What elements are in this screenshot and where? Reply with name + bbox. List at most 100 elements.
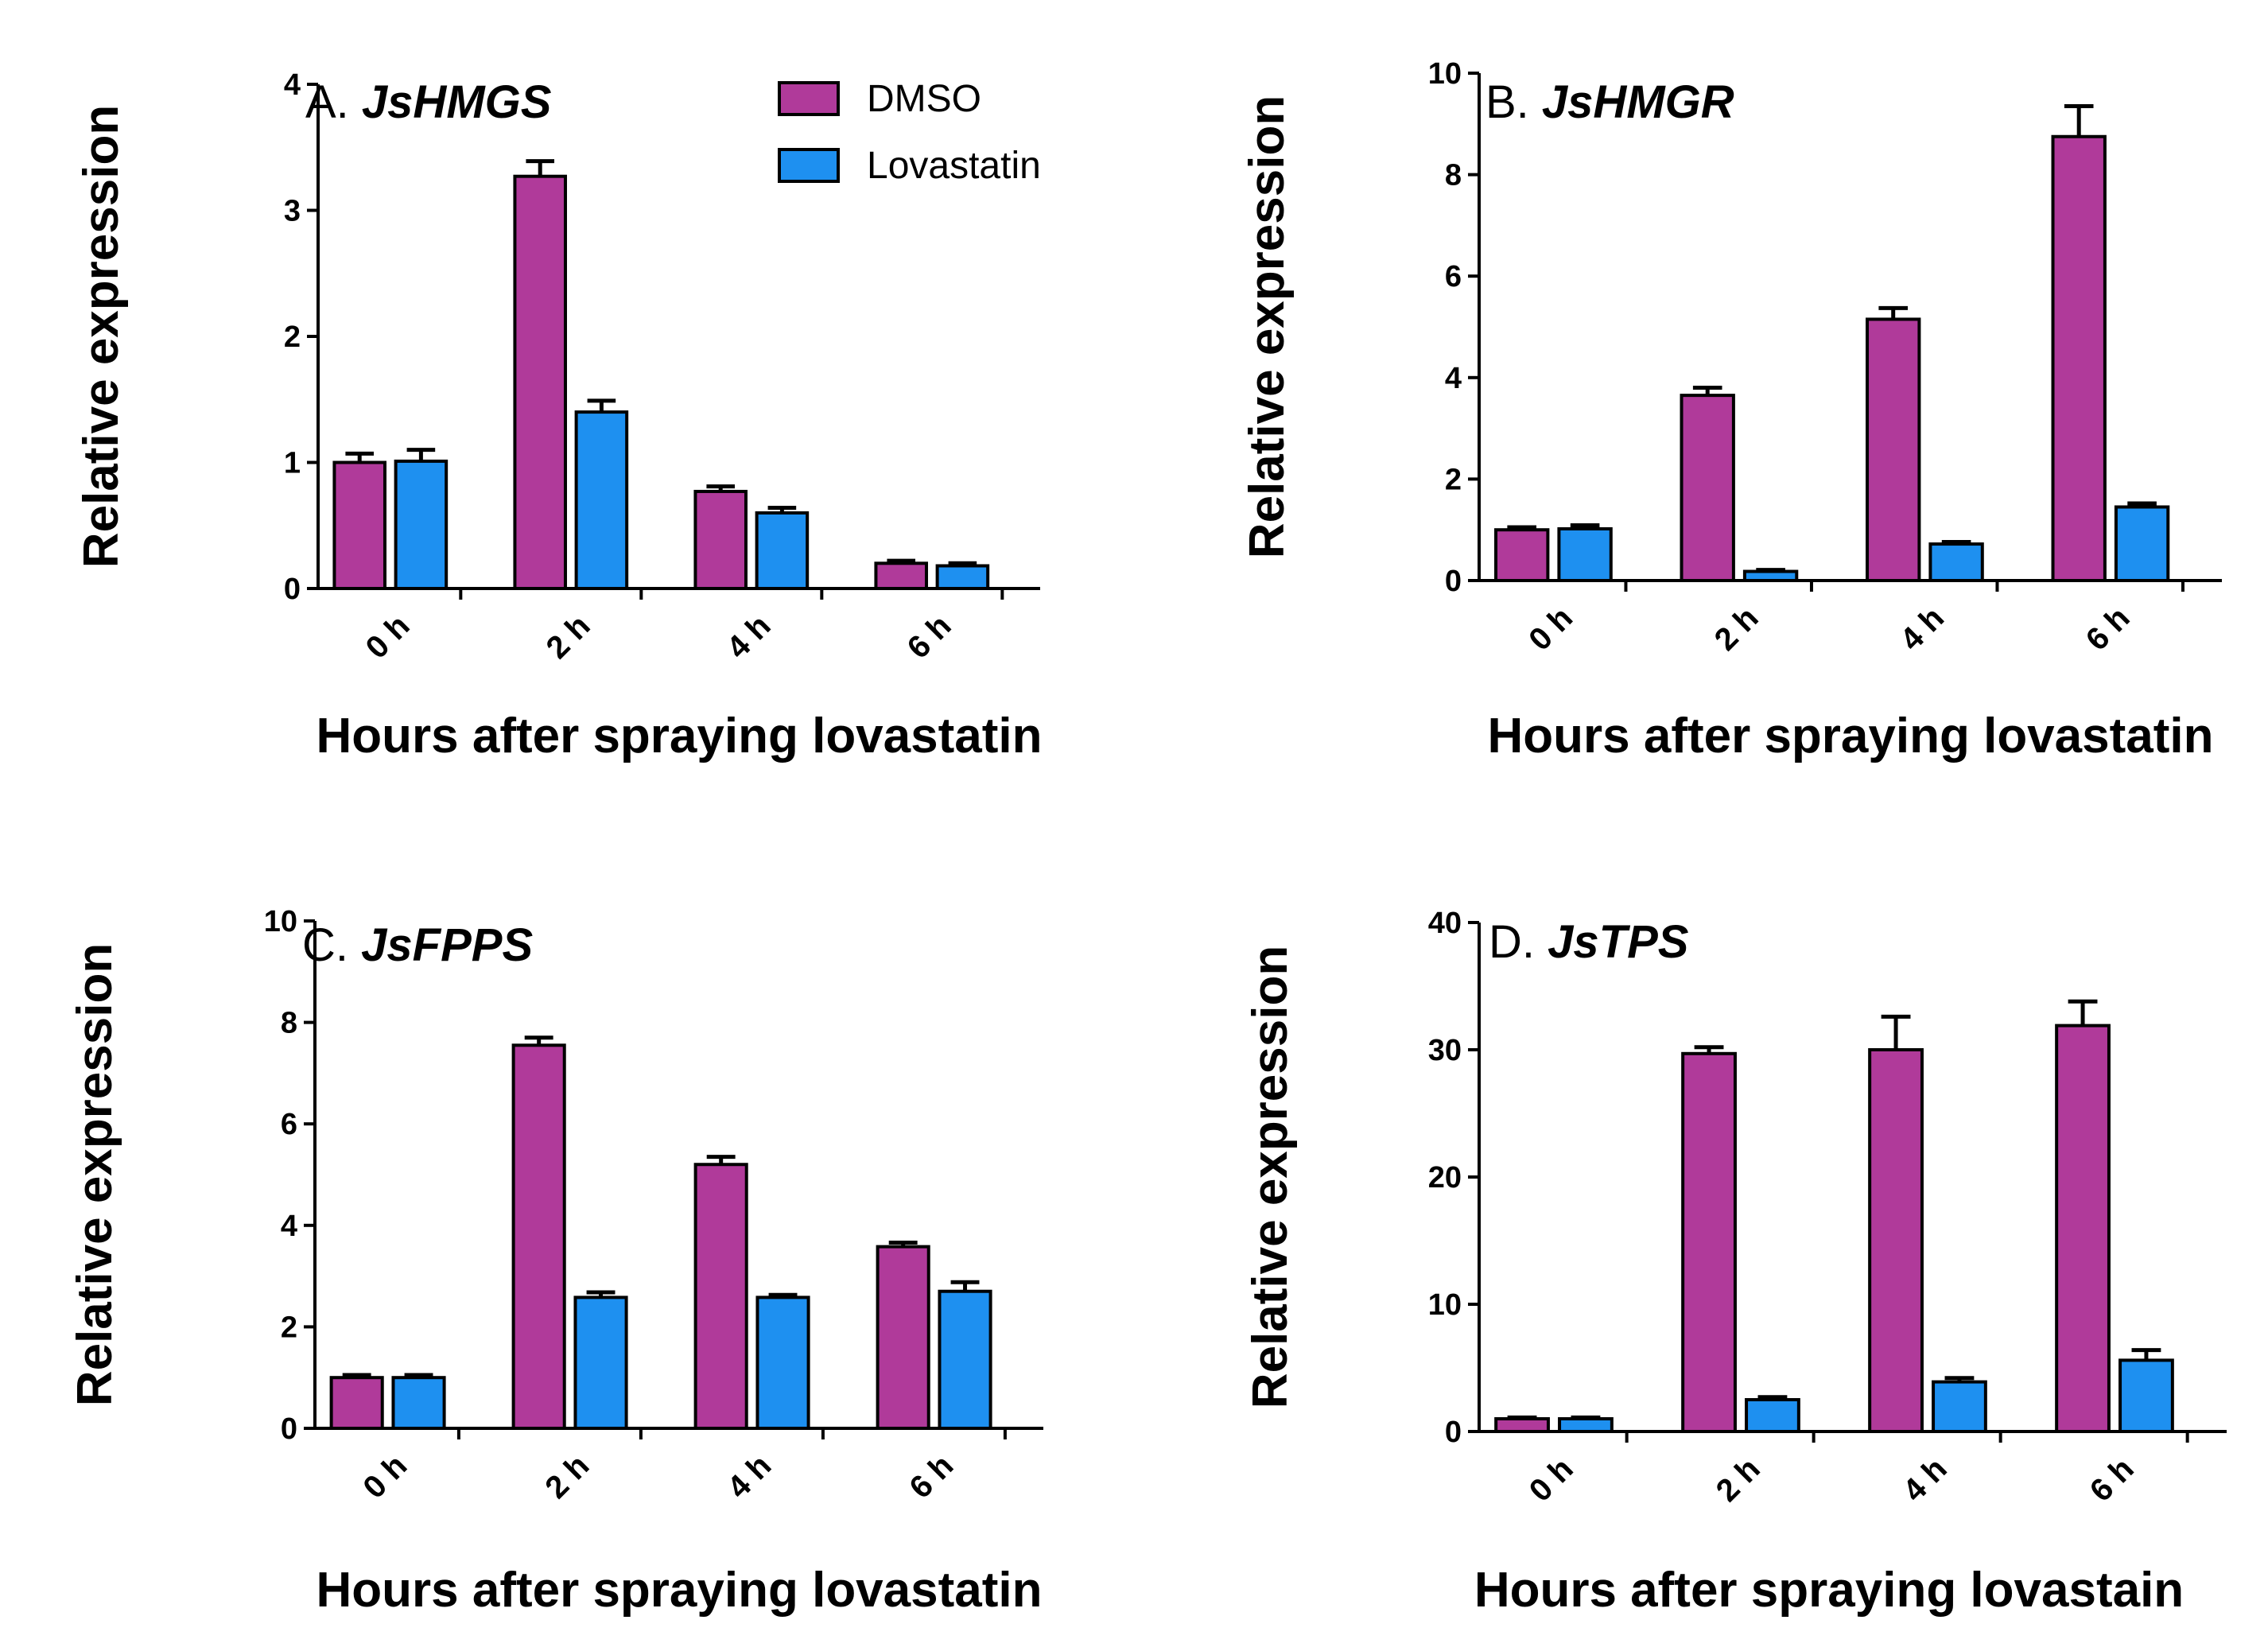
bar-lovastatin-0h — [391, 1376, 446, 1430]
x-tick-label: 0 h — [1523, 1451, 1580, 1509]
x-axis-title: Hours after spraying lovastatin — [316, 709, 1042, 763]
bar-lovastatin-6h — [2114, 505, 2170, 582]
y-tick-label: 2 — [284, 320, 301, 354]
bar-lovastatin-4h — [1932, 1380, 1987, 1433]
x-tick-label: 0 h — [359, 608, 417, 666]
x-tick-label: 0 h — [1522, 600, 1579, 658]
y-tick-label: 4 — [281, 1210, 297, 1243]
y-tick-label: 8 — [1445, 159, 1462, 192]
bar-dmso-0h — [1494, 528, 1550, 583]
y-tick-label: 10 — [264, 905, 297, 938]
x-tick-label: 0 h — [356, 1448, 414, 1505]
x-axis-title: Hours after spraying lovastain — [1474, 1563, 2184, 1618]
chart-panel-a: 0 1 2 3 4 0 h 2 h 4 h 6 h Relative expression Hour… — [74, 68, 1043, 763]
bar-lovastatin-0h — [394, 459, 449, 590]
bar-lovastatin-4h — [755, 511, 810, 591]
y-tick-label: 40 — [1428, 907, 1462, 940]
panel-gene-name: JsFPPS — [361, 919, 533, 971]
y-tick-label: 10 — [1428, 1288, 1462, 1322]
x-tick-label: 4 h — [1897, 1451, 1954, 1509]
legend-swatch-dmso — [778, 81, 840, 116]
bar-dmso-2h — [1681, 1051, 1737, 1434]
x-tick-label: 4 h — [720, 1448, 778, 1505]
panel-title: D. JsTPS — [1489, 916, 1689, 968]
x-axis-title: Hours after spraying lovastatin — [316, 1563, 1042, 1618]
bar-lovastatin-4h — [1928, 542, 1984, 583]
panel-letter: D. — [1489, 916, 1548, 968]
bar-lovastatin-2h — [573, 1296, 628, 1430]
y-tick-label: 4 — [284, 68, 301, 102]
bar-dmso-0h — [332, 460, 386, 590]
legend: DMSO Lovastatin — [778, 78, 1041, 187]
panel-gene-name: JsTPS — [1548, 916, 1689, 968]
y-axis-title: Relative expression — [68, 943, 122, 1406]
y-tick-label: 4 — [1445, 362, 1462, 395]
legend-label-lovastatin: Lovastatin — [867, 145, 1041, 187]
y-tick-label: 20 — [1428, 1161, 1462, 1195]
x-tick-label: 2 h — [538, 1448, 596, 1505]
x-tick-label: 2 h — [1710, 1451, 1767, 1509]
chart-panel-b: 0 2 4 6 8 10 0 h 2 h 4 h 6 h Relative expression Ho… — [1240, 57, 2222, 763]
y-tick-label: 0 — [284, 573, 301, 606]
bar-lovastatin-0h — [1558, 1417, 1614, 1433]
bar-lovastatin-6h — [938, 1289, 992, 1430]
y-tick-label: 0 — [1445, 565, 1462, 598]
x-tick-label: 6 h — [901, 608, 958, 666]
bar-dmso-6h — [2055, 1024, 2111, 1433]
y-tick-label: 6 — [1445, 260, 1462, 293]
bar-dmso-0h — [329, 1376, 384, 1430]
panel-letter: A. — [305, 76, 362, 128]
y-axis-title: Relative expression — [1243, 946, 1298, 1408]
x-tick-label: 2 h — [540, 608, 597, 666]
x-tick-label: 4 h — [1893, 600, 1951, 658]
panel-gene-name: JsHMGS — [362, 76, 552, 128]
panel-title: A. JsHMGS — [305, 76, 552, 128]
x-axis-title: Hours after spraying lovastatin — [1487, 709, 2213, 763]
bar-dmso-2h — [513, 174, 567, 590]
chart-panel-d: 0 10 20 30 40 0 h 2 h 4 h 6 h Relative expression… — [1243, 907, 2227, 1618]
bar-dmso-0h — [1494, 1417, 1550, 1433]
y-tick-label: 2 — [1445, 463, 1462, 496]
y-tick-label: 8 — [281, 1007, 297, 1040]
bar-lovastatin-6h — [2118, 1358, 2174, 1434]
y-tick-label: 10 — [1428, 57, 1462, 91]
y-tick-label: 0 — [1445, 1416, 1462, 1449]
bar-dmso-2h — [511, 1043, 566, 1431]
bar-dmso-6h — [874, 561, 928, 590]
bar-dmso-4h — [1866, 317, 1921, 582]
panel-gene-name: JsHMGR — [1542, 76, 1734, 128]
y-axis-title: Relative expression — [1240, 95, 1295, 558]
legend-label-dmso: DMSO — [867, 78, 981, 120]
bar-dmso-4h — [1868, 1048, 1924, 1433]
y-tick-label: 1 — [284, 447, 301, 480]
bar-dmso-6h — [2051, 134, 2107, 582]
bar-dmso-4h — [693, 1163, 748, 1430]
panel-title: C. JsFPPS — [302, 919, 533, 971]
bar-lovastatin-2h — [1745, 1398, 1800, 1433]
y-axis-title: Relative expression — [74, 105, 129, 568]
y-tick-label: 6 — [281, 1108, 297, 1141]
bar-dmso-6h — [876, 1245, 930, 1430]
bar-lovastatin-4h — [755, 1296, 810, 1430]
x-tick-label: 6 h — [2084, 1451, 2141, 1509]
x-tick-label: 2 h — [1708, 600, 1765, 658]
bar-lovastatin-2h — [574, 410, 629, 590]
bar-dmso-2h — [1680, 394, 1735, 582]
legend-swatch-lovastatin — [778, 148, 840, 183]
x-tick-label: 6 h — [2080, 600, 2137, 658]
bar-lovastatin-0h — [1557, 526, 1613, 583]
x-tick-label: 6 h — [903, 1448, 960, 1505]
y-tick-label: 3 — [284, 195, 301, 228]
bar-lovastatin-6h — [935, 564, 990, 590]
panel-letter: C. — [302, 919, 361, 971]
chart-panel-c: 0 2 4 6 8 10 0 h 2 h 4 h 6 h Relative expression Ho… — [68, 905, 1043, 1618]
y-tick-label: 2 — [281, 1311, 297, 1344]
panel-letter: B. — [1485, 76, 1542, 128]
y-tick-label: 30 — [1428, 1034, 1462, 1067]
y-tick-label: 0 — [281, 1412, 297, 1446]
bar-dmso-4h — [693, 489, 748, 591]
bar-lovastatin-2h — [1742, 569, 1799, 582]
panel-title: B. JsHMGR — [1485, 76, 1734, 128]
x-tick-label: 4 h — [720, 608, 778, 666]
